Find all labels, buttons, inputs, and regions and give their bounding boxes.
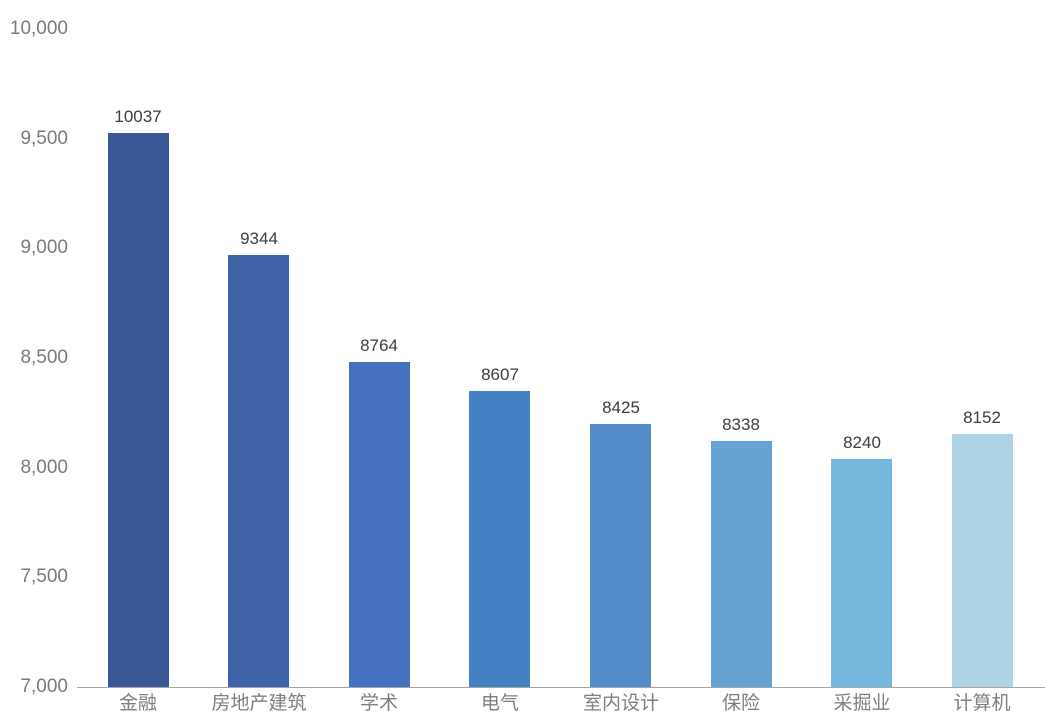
x-category-label: 采掘业 — [833, 693, 891, 714]
bar-value-label: 8338 — [722, 415, 760, 434]
x-category-label: 计算机 — [953, 693, 1011, 714]
x-axis-line — [77, 687, 1045, 688]
bar-房地产建筑 — [228, 255, 289, 687]
bar-value-label: 8607 — [481, 365, 519, 384]
bar-value-label: 8425 — [602, 398, 640, 417]
bar-金融 — [108, 133, 169, 687]
bar-学术 — [349, 362, 410, 687]
y-tick-label: 8,500 — [20, 347, 68, 368]
y-tick-label: 7,500 — [20, 566, 68, 588]
y-tick-label: 9,000 — [20, 237, 68, 259]
bar-value-label: 8152 — [963, 408, 1001, 427]
bar-value-label: 9344 — [240, 229, 278, 248]
bar-室内设计 — [590, 424, 651, 687]
x-category-label: 金融 — [118, 693, 157, 714]
bar-value-label: 10037 — [114, 107, 162, 126]
bar-电气 — [469, 391, 530, 687]
bar-保险 — [711, 441, 772, 687]
x-category-label: 电气 — [480, 693, 519, 714]
x-category-label: 室内设计 — [582, 693, 659, 714]
y-tick-label: 9,500 — [20, 127, 68, 149]
bar-value-label: 8240 — [843, 433, 881, 452]
bar-value-label: 8764 — [360, 336, 398, 355]
y-tick-label: 8,000 — [20, 456, 68, 478]
bar-采掘业 — [831, 459, 892, 687]
x-category-label: 房地产建筑 — [211, 693, 307, 714]
x-category-label: 学术 — [359, 693, 398, 714]
x-category-label: 保险 — [721, 693, 760, 714]
y-tick-label: 10,000 — [9, 18, 68, 39]
y-tick-label: 7,000 — [20, 676, 68, 697]
bar-计算机 — [952, 434, 1013, 687]
